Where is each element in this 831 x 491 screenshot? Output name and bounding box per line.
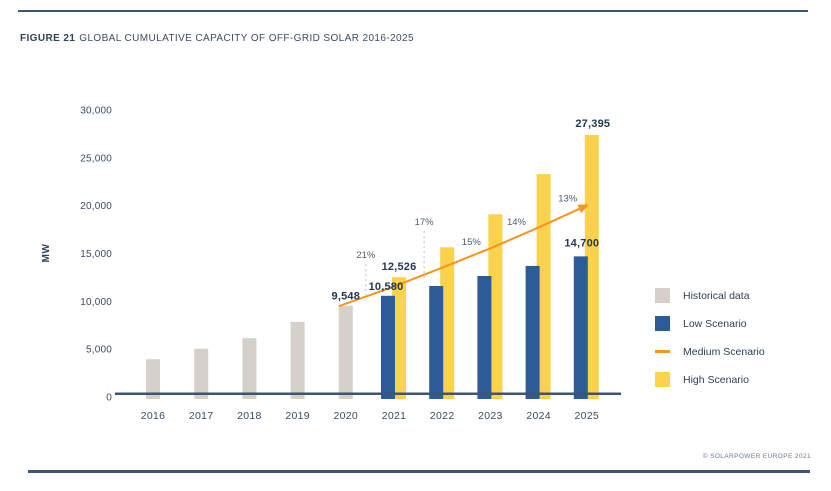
bottom-rule <box>28 470 810 473</box>
x-axis-line <box>115 392 621 395</box>
legend-item-medium-scenario: Medium Scenario <box>655 344 765 359</box>
growth-label: 17% <box>415 217 435 228</box>
x-tick-label: 2016 <box>141 410 166 422</box>
x-tick-label: 2018 <box>237 410 262 422</box>
y-tick-label: 0 <box>106 393 112 404</box>
bar-high-scenario-2024 <box>536 174 551 399</box>
chart-legend: Historical data Low Scenario Medium Scenar… <box>655 288 765 400</box>
bar-historical-data-2016 <box>146 359 160 399</box>
legend-label: Medium Scenario <box>683 345 765 358</box>
bar-historical-data-2018 <box>242 338 257 399</box>
x-tick-label: 2023 <box>478 410 503 422</box>
x-tick-label: 2021 <box>382 410 407 422</box>
swatch-color <box>655 316 670 331</box>
legend-line-swatch <box>655 344 670 359</box>
value-label: 27,395 <box>575 118 610 130</box>
bar-historical-data-2019 <box>290 321 305 399</box>
x-tick-label: 2020 <box>334 410 359 422</box>
x-tick-label: 2025 <box>575 410 600 422</box>
value-label: 9,548 <box>332 291 361 303</box>
legend-item-low-scenario: Low Scenario <box>655 316 765 331</box>
bar-high-scenario-2022 <box>440 247 455 399</box>
x-tick-label: 2017 <box>189 410 214 422</box>
medium-scenario-line <box>338 204 589 308</box>
growth-label: 13% <box>558 193 578 204</box>
x-tick-label: 2024 <box>526 410 551 422</box>
value-label: 10,580 <box>369 281 404 293</box>
bar-high-scenario-2025 <box>584 134 599 399</box>
copyright: © SOLARPOWER EUROPE 2021 <box>702 453 811 460</box>
x-tick-label: 2022 <box>430 410 455 422</box>
legend-label: Low Scenario <box>683 317 747 330</box>
top-rule <box>18 10 808 12</box>
bar-historical-data-2020 <box>338 305 353 399</box>
y-tick-label: 5,000 <box>86 345 112 356</box>
y-tick-label: 10,000 <box>80 297 112 308</box>
x-tick-label: 2019 <box>285 410 310 422</box>
figure-title-text: GLOBAL CUMULATIVE CAPACITY OF OFF-GRID S… <box>79 33 414 44</box>
bar-historical-data-2017 <box>194 348 209 399</box>
y-axis-title: MW <box>41 244 52 263</box>
legend-label: Historical data <box>683 289 750 302</box>
growth-label: 15% <box>462 237 482 248</box>
y-tick-label: 15,000 <box>80 249 112 260</box>
legend-item-historical-data: Historical data <box>655 288 765 303</box>
y-tick-label: 25,000 <box>80 153 112 164</box>
legend-square-swatch <box>655 372 670 387</box>
y-tick-label: 30,000 <box>80 106 112 117</box>
swatch-color <box>655 372 670 387</box>
value-label: 12,526 <box>382 261 417 273</box>
bar-low-scenario-2022 <box>429 286 444 399</box>
legend-item-high-scenario: High Scenario <box>655 372 765 387</box>
swatch-color <box>655 350 670 353</box>
swatch-color <box>655 288 670 303</box>
figure-title: FIGURE 21 GLOBAL CUMULATIVE CAPACITY OF O… <box>20 33 414 44</box>
value-label: 14,700 <box>564 237 599 249</box>
bar-low-scenario-2023 <box>477 275 492 399</box>
y-tick-label: 20,000 <box>80 201 112 212</box>
bar-low-scenario-2025 <box>573 256 588 399</box>
figure-number: FIGURE 21 <box>20 33 76 44</box>
bar-high-scenario-2023 <box>488 214 503 399</box>
bar-high-scenario-2021 <box>392 277 406 399</box>
legend-label: High Scenario <box>683 373 749 386</box>
growth-label: 21% <box>356 250 376 261</box>
bar-low-scenario-2021 <box>381 295 395 399</box>
bar-low-scenario-2024 <box>525 265 540 399</box>
growth-label: 14% <box>507 217 527 228</box>
legend-square-swatch <box>655 316 670 331</box>
legend-square-swatch <box>655 288 670 303</box>
